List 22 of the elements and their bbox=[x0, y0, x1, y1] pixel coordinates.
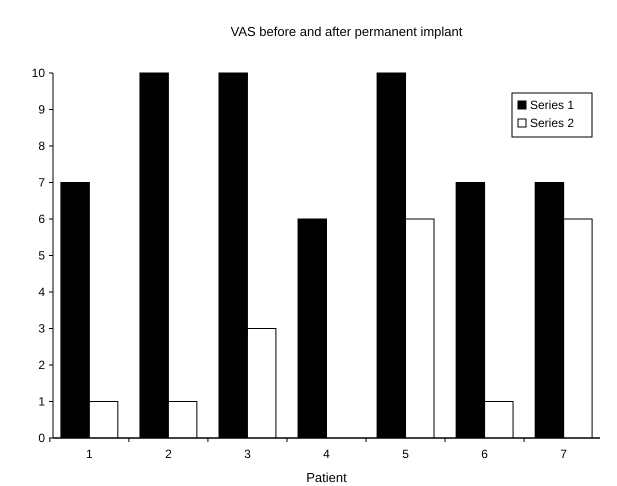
y-tick-label: 8 bbox=[38, 139, 46, 154]
y-tick-label: 5 bbox=[38, 248, 46, 263]
y-tick-label: 0 bbox=[38, 431, 46, 446]
y-tick-label: 4 bbox=[38, 285, 46, 300]
y-tick-label: 10 bbox=[32, 66, 46, 80]
x-tick-label: 4 bbox=[323, 447, 330, 461]
y-tick-label: 9 bbox=[38, 102, 46, 117]
legend-label: Series 2 bbox=[530, 116, 574, 130]
x-tick-label: 5 bbox=[402, 447, 410, 461]
y-tick-label: 7 bbox=[38, 176, 46, 190]
x-tick-label: 2 bbox=[165, 447, 172, 461]
y-tick-label: 3 bbox=[38, 322, 46, 336]
y-tick-label: 6 bbox=[38, 212, 46, 226]
x-tick-label: 6 bbox=[481, 447, 488, 461]
x-axis-title: Patient bbox=[306, 470, 348, 485]
x-tick-label: 7 bbox=[560, 447, 568, 461]
legend-label: Series 1 bbox=[530, 98, 574, 112]
x-tick-label: 1 bbox=[86, 447, 94, 461]
chart-title: VAS before and after permanent implant bbox=[230, 24, 463, 39]
y-tick-label: 1 bbox=[38, 394, 46, 409]
y-tick-label: 2 bbox=[38, 358, 46, 372]
x-tick-label: 3 bbox=[244, 447, 252, 461]
